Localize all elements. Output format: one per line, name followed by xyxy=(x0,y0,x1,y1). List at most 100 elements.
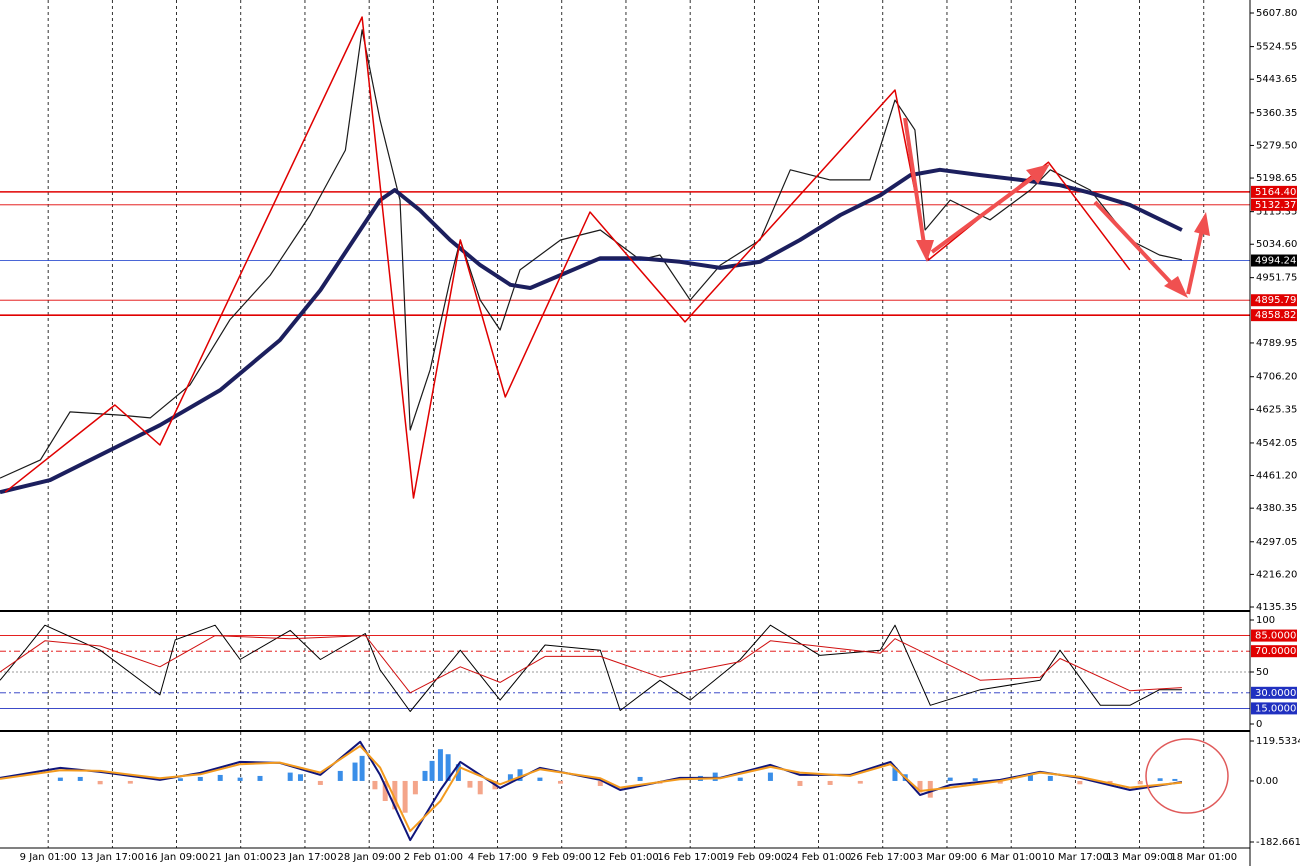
histogram-bar xyxy=(857,780,863,784)
y-tick-label: 5443.65 xyxy=(1256,74,1297,85)
x-tick-label: 13 Mar 09:00 xyxy=(1106,852,1173,863)
level-label: 15.0000 xyxy=(1255,703,1296,714)
histogram-bar xyxy=(737,777,743,781)
histogram-bar xyxy=(77,776,83,781)
x-tick-label: 28 Jan 09:00 xyxy=(337,852,400,863)
histogram-bar xyxy=(297,774,303,781)
histogram-bar xyxy=(827,780,833,785)
y-tick-label: 50 xyxy=(1256,667,1269,678)
series-line xyxy=(0,624,1182,712)
histogram-bar xyxy=(917,780,923,793)
y-tick-label: 0 xyxy=(1256,719,1262,730)
histogram-bar xyxy=(437,749,443,781)
y-tick-label: 5524.55 xyxy=(1256,42,1297,53)
histogram-bar xyxy=(57,777,63,781)
histogram-bar xyxy=(422,770,428,781)
level-label: 4895.79 xyxy=(1255,295,1296,306)
histogram-bar xyxy=(402,780,408,813)
level-label: 5164.40 xyxy=(1255,187,1296,198)
histogram-bar xyxy=(597,780,603,786)
y-tick-label: 119.5334 xyxy=(1256,736,1300,747)
histogram-bar xyxy=(1172,778,1178,781)
x-tick-label: 16 Feb 17:00 xyxy=(657,852,723,863)
axes: 9 Jan 01:00 13 Jan 17:00 16 Jan 09:00 21 Ja… xyxy=(20,8,1300,863)
histogram-bar xyxy=(767,772,773,781)
level-label-box xyxy=(1251,645,1297,658)
level-label-box xyxy=(1251,294,1297,307)
histogram-bar xyxy=(197,776,203,781)
plot xyxy=(0,16,1183,842)
y-tick-label: 4625.35 xyxy=(1256,404,1297,415)
x-tick-label: 19 Feb 09:00 xyxy=(722,852,788,863)
x-tick-label: 6 Mar 01:00 xyxy=(981,852,1041,863)
histogram-bar xyxy=(537,777,543,781)
level-label-box xyxy=(1251,702,1297,715)
histogram-bar xyxy=(359,755,365,781)
x-tick-label: 13 Jan 17:00 xyxy=(81,852,144,863)
arrow xyxy=(903,117,926,245)
y-tick-label: 5034.60 xyxy=(1256,239,1297,250)
histogram-bar xyxy=(1027,774,1033,781)
highlight-ellipse xyxy=(1145,738,1229,814)
level-label: 30.0000 xyxy=(1255,688,1296,699)
level-label: 4994.24 xyxy=(1255,256,1296,267)
x-tick-label: 2 Feb 01:00 xyxy=(404,852,463,863)
histogram-bar xyxy=(352,762,358,781)
arrow xyxy=(1093,200,1176,288)
grid xyxy=(0,0,1250,848)
histogram-bar xyxy=(467,780,473,788)
histogram-bar xyxy=(177,778,183,781)
arrow-head xyxy=(916,240,934,262)
arrow-head xyxy=(1164,276,1188,298)
y-tick-label: 4706.20 xyxy=(1256,372,1297,383)
level-label-box xyxy=(1251,198,1297,211)
series-line xyxy=(0,29,1183,479)
y-tick-label: 4216.20 xyxy=(1256,569,1297,580)
histogram-bar xyxy=(287,772,293,781)
y-tick-label: 4297.05 xyxy=(1256,537,1297,548)
y-tick-label: 5115.35 xyxy=(1256,207,1297,218)
histogram-bar xyxy=(237,777,243,781)
x-tick-label: 21 Jan 01:00 xyxy=(209,852,272,863)
histogram-bar xyxy=(477,780,483,795)
x-tick-label: 12 Feb 01:00 xyxy=(593,852,659,863)
level-label: 70.0000 xyxy=(1255,646,1296,657)
histogram-bar xyxy=(337,770,343,781)
series-line xyxy=(0,744,1182,833)
frame xyxy=(0,0,1251,866)
histogram-bar xyxy=(972,778,978,781)
histogram-bar xyxy=(392,780,398,810)
histogram-bar xyxy=(127,780,133,784)
x-tick-label: 24 Feb 01:00 xyxy=(786,852,852,863)
arrow xyxy=(1186,229,1204,295)
series-line xyxy=(4,16,1131,499)
histogram-bar xyxy=(947,777,953,781)
level-label-box xyxy=(1251,254,1297,267)
level-label-box xyxy=(1251,629,1297,642)
series-line xyxy=(0,167,1183,495)
histogram-bar xyxy=(429,760,435,781)
y-tick-label: 4461.20 xyxy=(1256,471,1297,482)
level-label-box xyxy=(1251,185,1297,198)
level-label: 5132.37 xyxy=(1255,200,1296,211)
histogram-bar xyxy=(1157,778,1163,781)
histogram-bar xyxy=(372,780,378,790)
y-tick-label: 4542.05 xyxy=(1256,438,1297,449)
y-tick-label: 4135.35 xyxy=(1256,602,1297,613)
x-tick-label: 3 Mar 09:00 xyxy=(917,852,977,863)
histogram-bar xyxy=(557,780,563,784)
annotations xyxy=(903,117,1229,814)
arrow xyxy=(930,174,1037,254)
arrow-head xyxy=(1194,212,1210,236)
y-tick-label: 5198.65 xyxy=(1256,173,1297,184)
arrows xyxy=(903,117,1210,298)
y-tick-label: 5360.35 xyxy=(1256,108,1297,119)
histogram-bar xyxy=(382,780,388,802)
x-tick-label: 9 Feb 09:00 xyxy=(532,852,591,863)
y-tick-label: 0.00 xyxy=(1256,776,1278,787)
y-tick-label: 5279.50 xyxy=(1256,140,1297,151)
y-tick-label: -182.6615 xyxy=(1256,837,1300,848)
histogram-bar xyxy=(517,769,523,781)
